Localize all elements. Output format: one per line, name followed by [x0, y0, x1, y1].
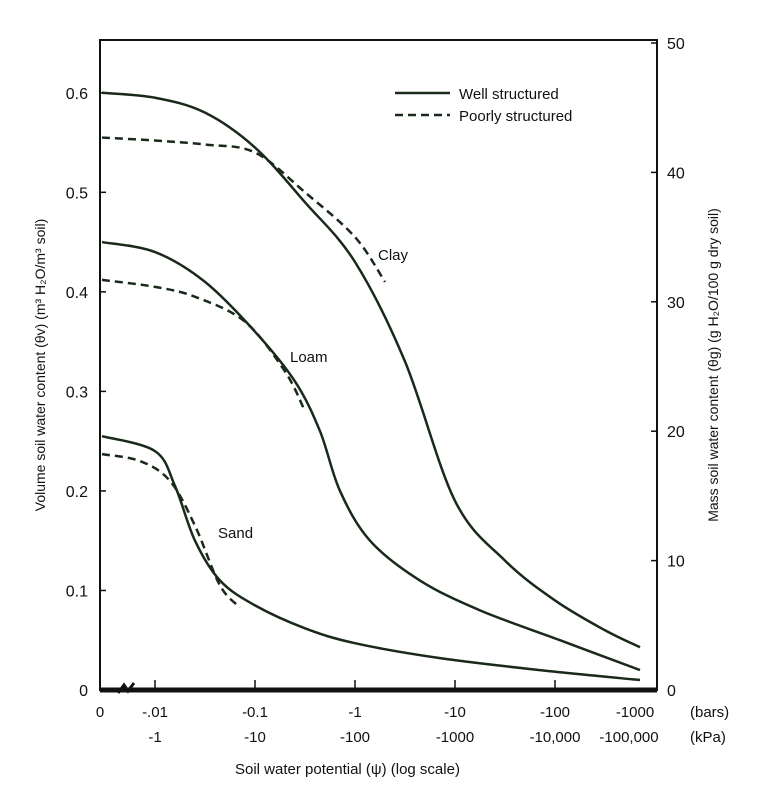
- series-clay-well-structured: [101, 91, 641, 649]
- x-tick-label-kpa: -100,000: [599, 729, 658, 746]
- legend: Well structured Poorly structured: [395, 86, 572, 125]
- series-sand-well-structured: [101, 434, 641, 682]
- annotation-loam: Loam: [290, 349, 328, 366]
- y-right-tick-label: 0: [667, 683, 676, 700]
- x-tick-label-bars: 0: [96, 704, 104, 721]
- legend-label-poorly: Poorly structured: [459, 108, 572, 125]
- x-tick-label-bars: -100: [540, 704, 570, 721]
- y-tick-label: 0.4: [66, 285, 88, 302]
- x-axis-title: Soil water potential (ψ) (log scale): [235, 761, 460, 778]
- y-right-tick-label: 10: [667, 554, 685, 571]
- y-axis-title-right: Mass soil water content (θg) (g H₂O/100 …: [705, 208, 721, 522]
- legend-label-well: Well structured: [459, 86, 559, 103]
- x-tick-label-kpa: -1000: [436, 729, 474, 746]
- annotation-sand: Sand: [218, 525, 253, 542]
- series-clay-poorly-structured: [101, 136, 387, 283]
- x-tick-label-kpa: -100: [340, 729, 370, 746]
- y-right-tick-label: 40: [667, 165, 685, 182]
- annotation-clay: Clay: [378, 247, 409, 264]
- y-right-tick-label: 20: [667, 424, 685, 441]
- plot-frame: [99, 39, 658, 691]
- y-right-tick-label: 30: [667, 295, 685, 312]
- x-unit-kpa: (kPa): [690, 729, 726, 746]
- y-tick-label: 0.6: [66, 86, 88, 103]
- series-loam-well-structured: [101, 240, 641, 672]
- y-tick-label: 0.2: [66, 484, 88, 501]
- y-tick-label: 0.1: [66, 583, 88, 600]
- x-tick-label-bars: -1: [348, 704, 361, 721]
- x-tick-label-kpa: -10,000: [530, 729, 581, 746]
- y-tick-label: 0.3: [66, 384, 88, 401]
- y-axis-title-left: Volume soil water content (θv) (m³ H₂O/m…: [32, 219, 48, 512]
- y-right-tick-label: 50: [667, 36, 685, 53]
- series-loam-poorly-structured: [101, 278, 307, 412]
- y-tick-label: 0: [79, 683, 88, 700]
- x-tick-label-kpa: -10: [244, 729, 266, 746]
- x-tick-label-bars: -0.1: [242, 704, 268, 721]
- x-unit-bars: (bars): [690, 704, 729, 721]
- x-tick-label-bars: -.01: [142, 704, 168, 721]
- x-tick-label-bars: -10: [444, 704, 466, 721]
- x-tick-label-kpa: -1: [148, 729, 161, 746]
- axis-break-icon: [116, 682, 136, 694]
- y-tick-label: 0.5: [66, 185, 88, 202]
- x-tick-label-bars: -1000: [616, 704, 654, 721]
